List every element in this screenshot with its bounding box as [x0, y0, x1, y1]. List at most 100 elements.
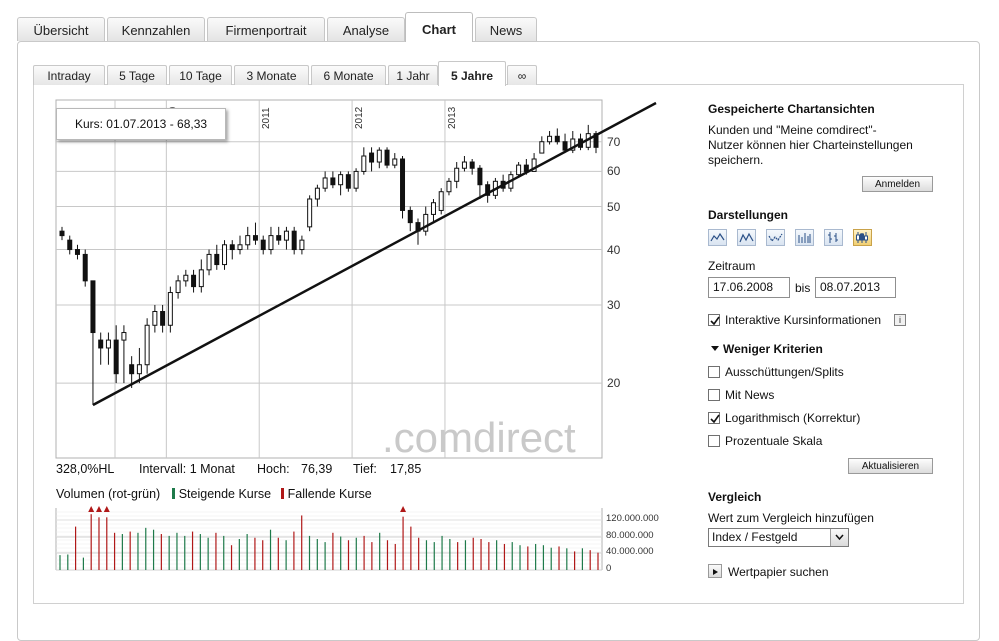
candle-body: [268, 235, 274, 251]
candle-body: [299, 239, 305, 251]
tab-chart[interactable]: Chart: [405, 12, 473, 42]
candle-body: [136, 364, 142, 375]
candle-body: [191, 274, 197, 288]
candle-body: [222, 244, 228, 266]
tab-news[interactable]: News: [475, 17, 537, 41]
saved-views-text-line2: Nutzer können hier Charteinstellungen: [708, 138, 913, 152]
range-tab-10-tage[interactable]: 10 Tage: [169, 65, 232, 85]
info-icon[interactable]: i: [894, 314, 906, 326]
trend-line: [92, 101, 657, 407]
volume-tick-label: 120.000.000: [606, 513, 659, 524]
volume-overflow-arrow: [88, 506, 95, 512]
interval-text: Intervall: 1 Monat: [139, 462, 235, 476]
price-tooltip: Kurs: 01.07.2013 - 68,33: [56, 108, 226, 140]
date-from-input[interactable]: 17.06.2008: [708, 277, 790, 298]
candle-body: [160, 311, 166, 326]
tab-analyse[interactable]: Analyse: [327, 17, 405, 41]
price-tick-label: 30: [607, 297, 621, 312]
low-label: Tief:: [353, 462, 377, 476]
candle-body: [539, 141, 545, 154]
candle-body: [175, 280, 181, 294]
candle-body: [516, 164, 522, 176]
price-tick-label: 20: [607, 376, 621, 391]
date-to-input[interactable]: 08.07.2013: [815, 277, 896, 298]
candle-body: [593, 133, 599, 148]
update-button[interactable]: Aktualisieren: [848, 458, 933, 474]
wertpapier-search-link[interactable]: Wertpapier suchen: [728, 565, 829, 579]
mountain-chart-icon[interactable]: [737, 229, 756, 246]
candle-body: [384, 149, 390, 166]
candle-body: [322, 177, 328, 189]
interactive-checkbox[interactable]: [708, 314, 720, 326]
high-value: 76,39: [301, 462, 333, 476]
candle-body: [82, 253, 88, 282]
candle-body: [531, 158, 537, 172]
candle-body: [430, 202, 436, 215]
candle-body: [129, 364, 135, 375]
candle-body: [554, 135, 560, 143]
candle-body: [152, 311, 158, 326]
candle-body: [338, 174, 344, 186]
price-tick-label: 60: [607, 164, 621, 179]
saved-views-title: Gespeicherte Chartansichten: [708, 102, 875, 116]
candle-body: [353, 170, 359, 189]
candle-body: [214, 253, 220, 266]
collapse-triangle-icon[interactable]: [711, 346, 719, 351]
login-button[interactable]: Anmelden: [862, 176, 933, 192]
tab-firmenportrait[interactable]: Firmenportrait: [207, 17, 325, 41]
candle-body: [570, 138, 576, 151]
candle-body: [477, 167, 483, 186]
splits-checkbox[interactable]: [708, 366, 720, 378]
candle-body: [105, 339, 111, 349]
logarithmic-label: Logarithmisch (Korrektur): [725, 411, 861, 425]
tab-kennzahlen[interactable]: Kennzahlen: [107, 17, 205, 41]
rising-legend-label: Steigende Kurse: [178, 487, 272, 501]
bis-label: bis: [795, 281, 811, 295]
high-label: Hoch:: [257, 462, 290, 476]
candle-body: [345, 174, 351, 189]
candle-body: [198, 269, 204, 288]
line-chart-icon[interactable]: [708, 229, 727, 246]
saved-views-text-line3: speichern.: [708, 153, 764, 167]
range-tab-5-jahre[interactable]: 5 Jahre: [438, 61, 506, 86]
tab-uebersicht[interactable]: Übersicht: [17, 17, 105, 41]
candlestick-chart-icon[interactable]: [853, 229, 872, 246]
percent-scale-checkbox[interactable]: [708, 435, 720, 447]
range-tab-3-monate[interactable]: 3 Monate: [234, 65, 309, 85]
candle-body: [237, 244, 243, 251]
range-tab-5-tage[interactable]: 5 Tage: [107, 65, 167, 85]
volume-tick-label: 80.000.000: [606, 530, 654, 541]
candle-body: [167, 292, 173, 326]
range-tab-6-monate[interactable]: 6 Monate: [311, 65, 386, 85]
expand-arrow-icon[interactable]: [708, 564, 722, 578]
candle-body: [245, 235, 251, 246]
candle-body: [260, 239, 266, 251]
hlc-chart-icon[interactable]: [824, 229, 843, 246]
ohlc-chart-icon[interactable]: [795, 229, 814, 246]
candle-body: [291, 230, 297, 251]
candle-body: [469, 161, 475, 169]
candle-body: [67, 239, 73, 251]
price-tick-label: 40: [607, 242, 621, 257]
candle-body: [400, 158, 406, 211]
price-tick-label: 50: [607, 199, 621, 214]
criteria-toggle[interactable]: Weniger Kriterien: [723, 342, 823, 356]
comparison-select[interactable]: Index / Festgeld: [708, 528, 849, 547]
candle-body: [113, 339, 119, 375]
vergleich-title: Vergleich: [708, 490, 762, 504]
candle-body: [562, 141, 568, 151]
candle-body: [376, 149, 382, 163]
logarithmic-checkbox[interactable]: [708, 412, 720, 424]
volume-overflow-arrow: [95, 506, 102, 512]
darstellungen-title: Darstellungen: [708, 208, 789, 222]
dot-line-chart-icon[interactable]: [766, 229, 785, 246]
zeitraum-label: Zeitraum: [708, 259, 756, 273]
volume-tick-label: 0: [606, 563, 612, 574]
price-chart[interactable]: .comdirect: [0, 0, 999, 579]
candle-body: [183, 274, 189, 282]
news-checkbox[interactable]: [708, 389, 720, 401]
range-tab-intraday[interactable]: Intraday: [33, 65, 105, 85]
range-tab-max[interactable]: ∞: [507, 65, 537, 85]
volume-tick-label: 40.000.000: [606, 546, 654, 557]
range-tab-1-jahr[interactable]: 1 Jahr: [388, 65, 438, 85]
